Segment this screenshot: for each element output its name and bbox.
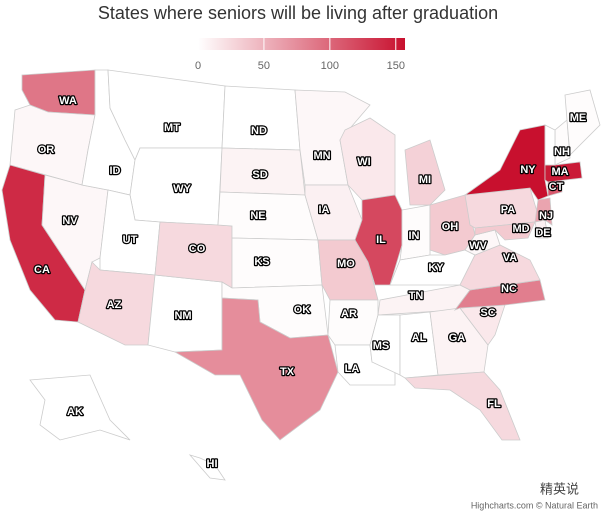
state-label: VA [503,252,518,264]
state [221,85,301,151]
state-label: CO [189,243,206,255]
state [464,229,501,256]
state [369,314,401,376]
state-label: LA [345,363,360,375]
state [188,454,226,481]
state-label: MT [164,122,180,134]
state [404,139,446,206]
state-label: GA [449,332,466,344]
state-label: MD [512,223,529,235]
state-label: AK [67,406,83,418]
state-label: ID [110,165,121,177]
state-label: OH [442,221,459,233]
state-label: NE [250,210,265,222]
state [354,194,403,286]
state-label: MS [373,340,390,352]
state [534,197,553,226]
state-label: CA [34,264,50,276]
labels: WA OR CA NV ID MT WY UT AZ NM CO ND SD NE KS OK TX MN IA MO… [33,94,588,472]
state [29,374,131,441]
state [463,124,549,201]
state-label: HI [207,458,218,470]
state-label: NV [62,215,78,227]
state-label: CT [549,181,564,193]
map [1,69,601,481]
state-label: NJ [539,210,553,222]
chart-title: States where seniors will be living afte… [98,3,498,23]
state-label: AL [412,332,427,344]
color-bar [198,38,405,50]
state-label: WY [173,183,191,195]
state-label: SD [252,169,267,181]
state-label: AR [341,308,357,320]
state-label: KY [428,262,444,274]
state-label: WI [357,156,370,168]
state-label: SC [480,307,495,319]
state [327,299,379,346]
state [544,124,556,166]
state-label: MI [419,174,431,186]
state-label: DE [535,227,550,239]
state-label: MN [313,150,330,162]
state-label: AZ [107,299,122,311]
state [231,237,323,289]
credits: Highcharts.com © Natural Earth [471,500,598,510]
state-label: UT [123,234,138,246]
state-label: TN [409,290,424,302]
state-label: MA [551,166,568,178]
state-label: IN [409,230,420,242]
state-label: PA [501,204,516,216]
state-label: NY [520,164,536,176]
state-label: FL [487,398,501,410]
state-label: ND [251,125,267,137]
state-label: IL [376,234,386,246]
color-tick-label: 0 [195,60,201,72]
state-label: OK [294,304,311,316]
state-label: OR [38,144,55,156]
color-tick-label: 50 [258,60,270,72]
state [564,89,601,156]
watermark: 精英说 [540,481,579,496]
state [429,307,489,376]
state-label: NM [174,310,191,322]
color-tick-label: 100 [321,60,339,72]
state-label: ME [570,112,587,124]
state-label: WV [469,240,487,252]
state-label: NC [501,283,517,295]
state [404,371,521,441]
state-label: NH [554,146,570,158]
state-label: MO [337,258,355,270]
state [173,297,339,441]
state-label: KS [254,256,269,268]
state [217,191,319,241]
state-label: WA [59,95,77,107]
state-label: IA [319,204,330,216]
state-label: TX [280,366,295,378]
color-tick-label: 150 [387,60,405,72]
